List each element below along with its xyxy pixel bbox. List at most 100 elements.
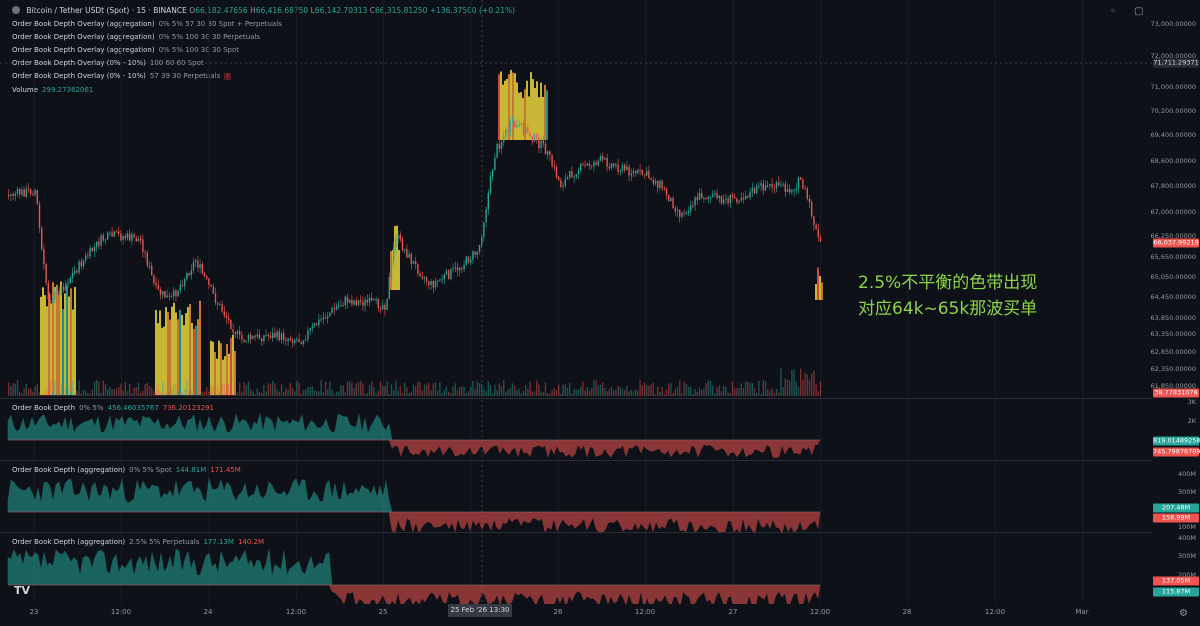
indicator-legend-2[interactable]: Order Book Depth Overlay (aggregation) 0%… [12, 33, 261, 41]
candle-body [560, 180, 562, 187]
candle-body [476, 251, 478, 255]
candle-body [562, 185, 564, 187]
volume-bar [637, 390, 639, 396]
candle-body [181, 284, 184, 286]
candle-body [296, 339, 298, 341]
candle-body [806, 188, 808, 199]
volume-bar [199, 392, 201, 396]
volume-bar [595, 380, 597, 396]
volume-bar [384, 385, 386, 396]
candle-body [443, 274, 445, 280]
volume-bar [734, 388, 736, 396]
volume-bar [144, 384, 146, 396]
volume-bar [542, 392, 544, 396]
candle-body [808, 198, 811, 203]
pane-divider[interactable] [0, 532, 1152, 533]
candle-body [410, 253, 412, 264]
candle-body [540, 140, 542, 149]
heat-band [214, 352, 216, 395]
candle-body [104, 239, 107, 241]
maximize-icon[interactable]: ▢ [1134, 6, 1144, 17]
candle-body [351, 299, 353, 305]
heat-band [40, 296, 42, 395]
volume-bar [285, 388, 287, 396]
volume-bar [617, 385, 619, 396]
volume-bar [135, 387, 137, 396]
volume-bar [58, 384, 60, 396]
pane1-legend[interactable]: Order Book Depth 0% 5% 456.46035767 736.201… [12, 404, 214, 412]
volume-bar [63, 389, 65, 396]
indicator-legend-1[interactable]: Order Book Depth Overlay (aggregation) 0%… [12, 20, 282, 28]
volume-bar [632, 391, 635, 396]
candle-body [439, 279, 441, 281]
price-tick: 69,400.00000 [1150, 131, 1197, 139]
volume-bar [725, 387, 727, 396]
time-tick: 12:00 [110, 608, 132, 616]
volume-bar [164, 391, 166, 396]
candle-body [771, 183, 773, 188]
heat-band [528, 96, 530, 140]
volume-bar [459, 387, 461, 396]
candle-body [406, 249, 408, 258]
volume-bar [756, 393, 758, 396]
volume-bar [175, 384, 177, 396]
candle-body [760, 183, 762, 186]
volume-bar [269, 383, 272, 396]
alert-icon[interactable]: ! [224, 73, 232, 80]
price-chart[interactable] [0, 0, 1152, 604]
candle-body [272, 333, 274, 338]
volume-bar [507, 389, 509, 396]
volume-bar [767, 389, 769, 396]
volume-bar [225, 383, 228, 396]
candle-body [247, 334, 250, 341]
candle-body [646, 171, 648, 176]
indicator-legend-5[interactable]: Order Book Depth Overlay (0% - 10%) 57 39… [12, 72, 232, 80]
pane2-legend[interactable]: Order Book Depth (aggregation) 0% 5% Spot… [12, 466, 241, 474]
volume-bar [483, 388, 485, 396]
candle-body [327, 316, 329, 319]
candle-body [674, 208, 676, 212]
candle-body [481, 237, 483, 246]
volume-bar [443, 390, 445, 396]
candle-body [85, 255, 87, 261]
candle-body [797, 177, 800, 189]
candle-body [547, 151, 549, 155]
pane3-legend[interactable]: Order Book Depth (aggregation) 2.5% 5% Pe… [12, 538, 265, 546]
volume-bar [91, 389, 93, 396]
symbol-title[interactable]: Bitcoin / Tether USDt (Spot) · 15 · BINA… [26, 6, 187, 15]
candle-body [749, 191, 751, 198]
candle-body [208, 278, 210, 285]
volume-bar [518, 388, 520, 396]
minimize-icon[interactable]: ◦ [1110, 6, 1116, 17]
price-axis[interactable]: 73,000.00000 72,000.00000 71,000.00000 7… [1150, 0, 1200, 626]
volume-bar [509, 388, 511, 396]
candle-body [155, 282, 157, 286]
volume-bar [461, 386, 463, 396]
volume-bar [745, 381, 747, 396]
candle-body [718, 195, 720, 199]
gear-icon[interactable]: ⚙ [1179, 608, 1188, 619]
pane-divider[interactable] [0, 398, 1152, 399]
volume-bar [228, 384, 230, 396]
candle-body [800, 177, 802, 180]
volume-bar [157, 383, 159, 396]
candle-body [723, 199, 725, 204]
indicator-legend-3[interactable]: Order Book Depth Overlay (aggregation) 0%… [12, 46, 239, 54]
tradingview-logo[interactable]: TV [14, 584, 31, 597]
volume-legend[interactable]: Volume 299.27362061 [12, 86, 94, 94]
candle-body [731, 194, 734, 197]
volume-bar [639, 380, 641, 396]
heat-band [228, 353, 230, 395]
candle-body [681, 212, 683, 217]
pane-divider[interactable] [0, 460, 1152, 461]
candle-body [542, 140, 544, 144]
volume-bar [65, 388, 67, 396]
volume-bar [192, 382, 195, 396]
volume-bar [10, 386, 12, 396]
volume-bar [465, 393, 467, 396]
volume-bar [186, 381, 188, 396]
volume-bar [38, 392, 41, 396]
volume-bar [720, 391, 723, 396]
volume-bar [525, 385, 527, 396]
candle-body [168, 295, 170, 297]
